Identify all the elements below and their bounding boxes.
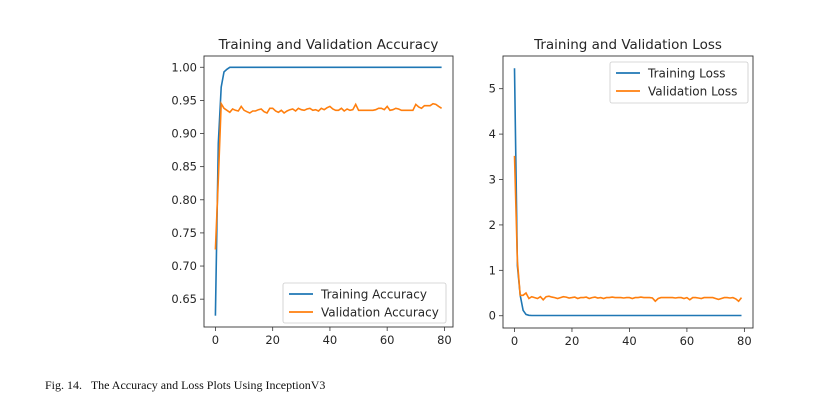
y-tick-label: 0.95	[171, 93, 197, 107]
legend: Training Loss Validation Loss	[609, 61, 749, 104]
caption-text: The Accuracy and Loss Plots Using Incept…	[90, 378, 326, 392]
y-tick-label: 1	[489, 263, 496, 277]
x-tick-label: 80	[437, 333, 452, 347]
y-tick-label: 3	[489, 173, 496, 187]
chart-loss: Training and Validation Loss 0 20 40 60 80 0 1 2…	[489, 37, 754, 348]
legend-label: Training Loss	[647, 67, 725, 81]
x-tick-label: 20	[265, 333, 280, 347]
legend-label: Validation Accuracy	[321, 306, 439, 320]
y-tick-label: 4	[489, 127, 496, 141]
legend: Training Accuracy Validation Accuracy	[282, 282, 447, 324]
y-tick-label: 1.00	[171, 60, 197, 74]
x-tick-label: 20	[565, 334, 580, 348]
y-tick-label: 5	[489, 82, 496, 96]
y-tick-label: 0.65	[171, 292, 197, 306]
x-tick-label: 80	[737, 334, 752, 348]
series-line-training-loss	[513, 68, 742, 317]
caption-label: Fig. 14.	[45, 378, 83, 392]
y-tick-label: 0.80	[171, 193, 197, 207]
legend-label: Training Accuracy	[320, 288, 427, 302]
x-tick-label: 60	[380, 333, 395, 347]
x-tick-label: 0	[212, 333, 219, 347]
chart-title: Training and Validation Accuracy	[218, 37, 439, 53]
legend-box	[609, 61, 749, 104]
series-line-validation-loss	[513, 155, 743, 303]
y-tick-label: 2	[489, 218, 496, 232]
y-tick-label: 0.90	[171, 127, 197, 141]
y-tick-label: 0.70	[171, 259, 197, 273]
chart-accuracy: Training and Validation Accuracy 0 20 40 60 8…	[171, 37, 454, 347]
x-tick-label: 40	[622, 334, 637, 348]
y-tick-label: 0	[489, 309, 496, 323]
chart-title: Training and Validation Loss	[533, 37, 722, 53]
axes-frame	[203, 55, 454, 328]
x-tick-label: 0	[511, 334, 518, 348]
series-line-training-accuracy	[214, 66, 442, 316]
x-tick-label: 40	[323, 333, 338, 347]
y-tick-label: 0.85	[171, 160, 197, 174]
y-tick-label: 0.75	[171, 226, 197, 240]
x-tick-label: 60	[680, 334, 695, 348]
figure-caption: Fig. 14. The Accuracy and Loss Plots Usi…	[45, 378, 325, 393]
series-line-validation-accuracy	[214, 101, 443, 250]
legend-label: Validation Loss	[648, 85, 737, 99]
axes-frame	[502, 55, 754, 329]
legend-box	[282, 282, 447, 324]
